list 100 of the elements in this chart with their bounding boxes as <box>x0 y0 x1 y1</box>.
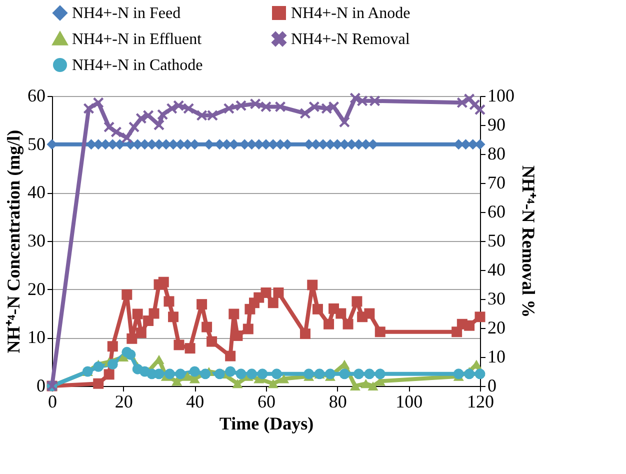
point <box>328 101 340 112</box>
point <box>225 366 236 377</box>
point <box>184 343 196 354</box>
point <box>257 368 268 380</box>
point <box>154 120 164 130</box>
x-tick-label: 60 <box>258 392 276 412</box>
y2-tick-label: 70 <box>488 172 506 192</box>
point <box>132 308 143 320</box>
point <box>157 109 168 120</box>
point <box>278 374 290 384</box>
point <box>143 110 154 121</box>
point <box>308 101 320 112</box>
point <box>173 100 184 111</box>
x-tick-label: 80 <box>328 392 347 412</box>
point <box>196 110 208 121</box>
legend-label: NH4+-N in Feed <box>72 5 181 22</box>
point <box>122 132 132 144</box>
y2-tick-label: 80 <box>488 144 506 164</box>
point <box>225 350 236 362</box>
point <box>166 103 178 114</box>
point <box>307 280 318 290</box>
y2-tick-label: 100 <box>488 86 514 106</box>
point <box>360 379 372 388</box>
point <box>136 328 146 338</box>
point <box>260 287 272 298</box>
point <box>271 368 282 380</box>
point <box>104 369 114 380</box>
point <box>214 368 225 380</box>
point <box>174 340 184 350</box>
y-tick-label: 30 <box>28 230 46 250</box>
point <box>275 101 286 112</box>
point <box>107 341 118 352</box>
point <box>110 126 122 138</box>
point <box>300 328 310 340</box>
point <box>368 381 378 391</box>
point <box>342 318 354 330</box>
y2-tick-label: 10 <box>488 346 506 366</box>
point <box>93 361 104 372</box>
point <box>136 113 146 124</box>
point <box>182 372 193 381</box>
point <box>236 368 246 380</box>
point <box>93 97 104 108</box>
point <box>336 308 346 319</box>
x-axis-title: Time (Days) <box>219 414 314 434</box>
y-tick-label: 0 <box>36 376 46 396</box>
point <box>350 92 360 104</box>
point <box>357 96 368 106</box>
point <box>364 308 375 319</box>
point <box>164 368 175 380</box>
point <box>353 368 364 380</box>
point <box>453 368 464 380</box>
y2-tick-label: 40 <box>488 260 506 280</box>
point <box>242 324 254 334</box>
point <box>183 103 194 114</box>
y2-tick-label: 20 <box>488 318 506 338</box>
point <box>352 296 362 307</box>
point <box>104 122 114 132</box>
y-tick-label: 10 <box>28 327 46 348</box>
y2-tick-label: 30 <box>488 288 506 308</box>
x-tick-label: 40 <box>186 392 204 412</box>
y2-tick-label: 90 <box>488 114 506 134</box>
point <box>232 330 243 341</box>
point <box>374 368 386 380</box>
legend-label: NH4+-N Removal <box>291 31 410 48</box>
y2-axis-title: NH⁺⁴-N Removal % <box>518 165 538 318</box>
point <box>107 359 118 370</box>
point <box>273 287 284 298</box>
legend-label: NH4+-N in Effluent <box>72 31 202 48</box>
point <box>83 103 94 114</box>
point <box>224 103 234 114</box>
point <box>339 116 350 128</box>
point <box>464 368 475 380</box>
point <box>168 312 179 322</box>
point <box>93 378 104 389</box>
y-tick-label: 60 <box>28 86 46 106</box>
point <box>300 108 310 119</box>
y2-tick-label: 60 <box>488 202 506 222</box>
point <box>164 296 174 307</box>
point <box>464 320 475 331</box>
point <box>374 326 386 338</box>
point <box>207 110 218 121</box>
point <box>246 368 257 380</box>
point <box>474 104 486 115</box>
point <box>324 368 336 380</box>
x-tick-label: 100 <box>396 392 423 412</box>
point <box>200 368 211 380</box>
point <box>154 368 164 380</box>
point <box>250 98 261 110</box>
point <box>158 276 169 288</box>
y2-tick-label: 50 <box>488 230 506 250</box>
point <box>456 97 468 108</box>
point <box>189 366 200 377</box>
legend-label: NH4+-N in Cathode <box>72 57 203 74</box>
point <box>268 379 278 388</box>
legend-label: NH4+-N in Anode <box>291 5 410 22</box>
x-tick-label: 20 <box>114 392 133 412</box>
point <box>474 312 486 322</box>
y-tick-label: 40 <box>28 182 46 202</box>
point <box>324 318 334 330</box>
y-axis-title: NH⁺⁴-N Concentration (mg/l) <box>4 130 24 354</box>
